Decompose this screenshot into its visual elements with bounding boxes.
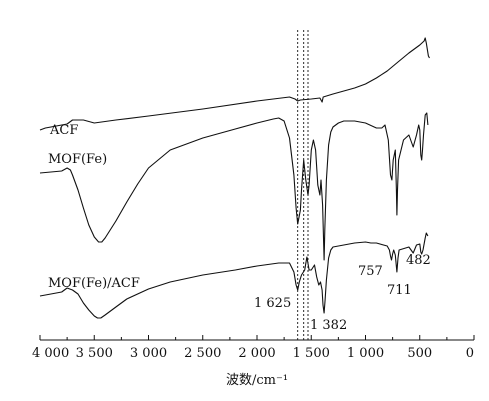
peak-label-482: 482 [406,253,431,268]
x-tick-label: 500 [407,346,432,361]
spectra [39,37,430,319]
series-label-mof-fe: MOF(Fe) [48,152,107,167]
peak-label-711: 711 [387,283,412,298]
spectrum-line-0 [39,37,430,131]
x-tick-label: 4 000 [32,346,69,361]
x-tick-label: 3 500 [76,346,113,361]
series-label-acf: ACF [49,123,78,138]
x-tick-label: 1 000 [347,346,384,361]
series-label-mof-fe-acf: MOF(Fe)/ACF [48,276,140,291]
spectrum-line-2 [39,232,429,319]
peak-label-1625: 1 625 [254,296,291,311]
spectrum-line-1 [39,112,429,261]
x-axis-ticks: 4 000 3 500 3 000 2 500 2 000 1 500 1 000 500 0 [32,335,475,361]
x-tick-label: 1 500 [293,346,330,361]
x-axis-title: 波数/cm⁻¹ [226,373,288,388]
x-tick-label: 3 000 [130,346,167,361]
x-tick-label: 0 [466,346,474,361]
x-tick-label: 2 500 [184,346,221,361]
x-tick-label: 2 000 [238,346,275,361]
peak-label-757: 757 [358,264,383,279]
peak-label-1382: 1 382 [310,318,347,333]
